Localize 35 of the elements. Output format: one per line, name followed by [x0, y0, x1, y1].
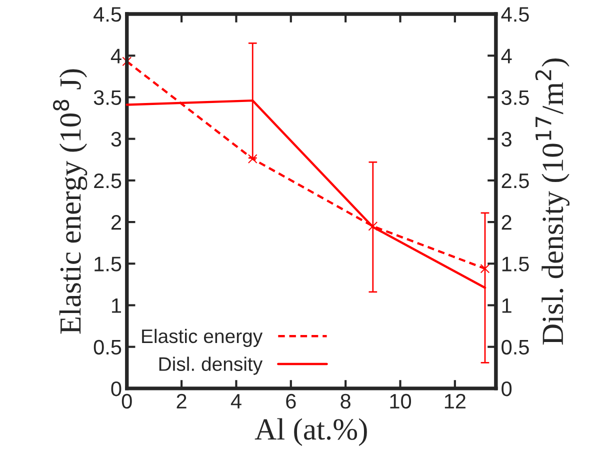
y2-tick-label: 1 [502, 298, 512, 313]
y2-tick-label: 1.5 [502, 256, 529, 272]
y2-tick-label: 3 [502, 132, 512, 147]
x-tick-label: 8 [340, 394, 350, 409]
y-tick-label: 3.5 [94, 90, 122, 105]
y2-tick-label: 0 [502, 381, 512, 396]
y2-tick-label: 2 [502, 215, 512, 230]
y-axis-title: Elastic energy (10$^{8}$ J) [52, 69, 88, 334]
point [480, 264, 490, 274]
y-tick-label: 2 [111, 215, 121, 230]
point [368, 222, 378, 231]
x-tick-label: 12 [444, 394, 466, 408]
y-tick-label: 3 [111, 132, 122, 147]
y2-tick-label: 4 [501, 48, 512, 64]
y-tick-label: 4.5 [94, 7, 122, 22]
y-tick-label: 2.5 [94, 173, 122, 188]
y-tick-label: 1.5 [94, 256, 122, 272]
x-tick-label: 6 [286, 394, 296, 409]
y-tick-label: 4 [110, 48, 122, 64]
y2-tick-label: 2.5 [502, 173, 529, 188]
point [248, 154, 258, 164]
x-tick-label: 2 [176, 394, 186, 408]
y2-axis-title: Disl. density (10$^{17}$/m$^{2}$) [535, 58, 570, 345]
y2-tick-label: 0.5 [502, 340, 529, 355]
x-axis-title: Al (at.%) [254, 418, 367, 446]
y-tick-label: 1 [112, 298, 122, 313]
y-tick-label: 0 [111, 381, 122, 396]
legend-label: Disl. density [159, 356, 263, 375]
y2-tick-label: 4.5 [501, 7, 529, 22]
legend-label: Elastic energy [142, 328, 263, 347]
y-tick-label: 0.5 [94, 340, 122, 355]
y2-tick-label: 3.5 [502, 90, 529, 105]
x-tick-label: 10 [390, 394, 412, 409]
x-tick-label: 0 [122, 394, 132, 409]
x-tick-label: 4 [230, 394, 242, 408]
